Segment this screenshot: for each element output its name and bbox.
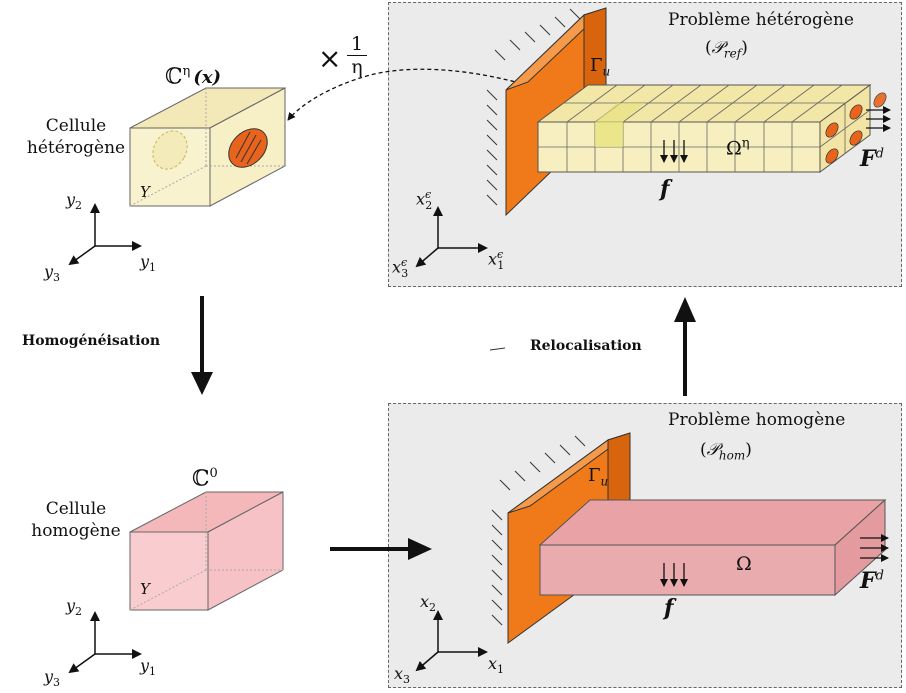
surface-force-top: Fd	[860, 146, 884, 172]
cell-axes-bottom	[68, 611, 142, 674]
hom-cell-label-1: Cellule	[45, 499, 107, 519]
axis-x2-bottom: x2	[420, 592, 437, 615]
axis-x1-top: xϵ1	[488, 248, 505, 272]
het-cell-label-2: hétérogène	[26, 138, 126, 158]
scale-numerator: 1	[347, 33, 367, 56]
axis-x3-top: xϵ3	[392, 256, 409, 280]
homogeneous-beam	[538, 498, 887, 597]
surface-force-arrows-bottom	[860, 534, 889, 562]
omega-eta: Ωη	[726, 136, 750, 160]
scale-times: ×	[318, 42, 342, 75]
surface-force-arrows-top	[866, 106, 891, 132]
axis-x3-bottom: x3	[394, 664, 411, 687]
het-cell-y: Y	[140, 183, 150, 201]
het-cell-tensor: ℂη (x)	[165, 64, 221, 89]
het-problem-subtitle: (𝒫ref)	[705, 38, 748, 61]
heterogeneous-cell	[129, 87, 286, 207]
homogeneous-cell	[129, 491, 284, 611]
axis-y2-top: y2	[66, 190, 83, 213]
het-cell-label-1: Cellule	[45, 116, 107, 136]
tensor-symbol-hom: ℂ	[192, 466, 210, 492]
heterogeneous-beam	[536, 84, 887, 173]
body-force-arrows-bottom	[660, 563, 688, 587]
body-force-arrows-top	[660, 140, 688, 163]
axis-y1-top: y1	[140, 252, 157, 275]
homogenisation-label: Homogénéisation	[22, 333, 161, 349]
hom-cell-y: Y	[140, 580, 150, 598]
relocalisation-label: Relocalisation	[530, 338, 642, 354]
omega-bottom: Ω	[736, 553, 752, 575]
hom-cell-label: Cellule homogène	[26, 498, 126, 542]
hom-problem-subtitle: (𝒫hom)	[700, 440, 752, 463]
het-cell-label: Cellule hétérogène	[26, 115, 126, 159]
scale-fraction: 1 η	[347, 33, 367, 78]
hom-problem-title: Problème homogène	[668, 410, 846, 430]
tensor-sup-hom: 0	[209, 466, 218, 481]
axis-x2-top: xϵ2	[416, 188, 433, 212]
axis-y1-bottom: y1	[140, 656, 157, 679]
axis-y3-bottom: y3	[44, 667, 61, 690]
gamma-u-bottom: Γu	[588, 465, 609, 489]
body-force-f-top: f	[660, 176, 670, 202]
hom-cell-tensor: ℂ0	[192, 466, 218, 491]
scale-denominator: η	[351, 56, 363, 78]
tensor-sup: η	[182, 64, 191, 79]
axis-x1-bottom: x1	[488, 654, 505, 677]
tensor-arg: (x)	[193, 67, 222, 89]
axis-y3-top: y3	[44, 262, 61, 285]
body-force-f-bottom: f	[664, 595, 674, 621]
hom-cell-label-2: homogène	[31, 521, 121, 541]
het-problem-title: Problème hétérogène	[668, 10, 854, 30]
axis-y2-bottom: y2	[66, 596, 83, 619]
panel-axes-bottom	[415, 610, 488, 672]
surface-force-bottom: Fd	[860, 568, 884, 594]
cell-axes-top	[68, 203, 142, 266]
gamma-u-top: Γu	[590, 55, 611, 79]
panel-axes-top	[415, 206, 488, 268]
tensor-symbol: ℂ	[165, 64, 183, 90]
